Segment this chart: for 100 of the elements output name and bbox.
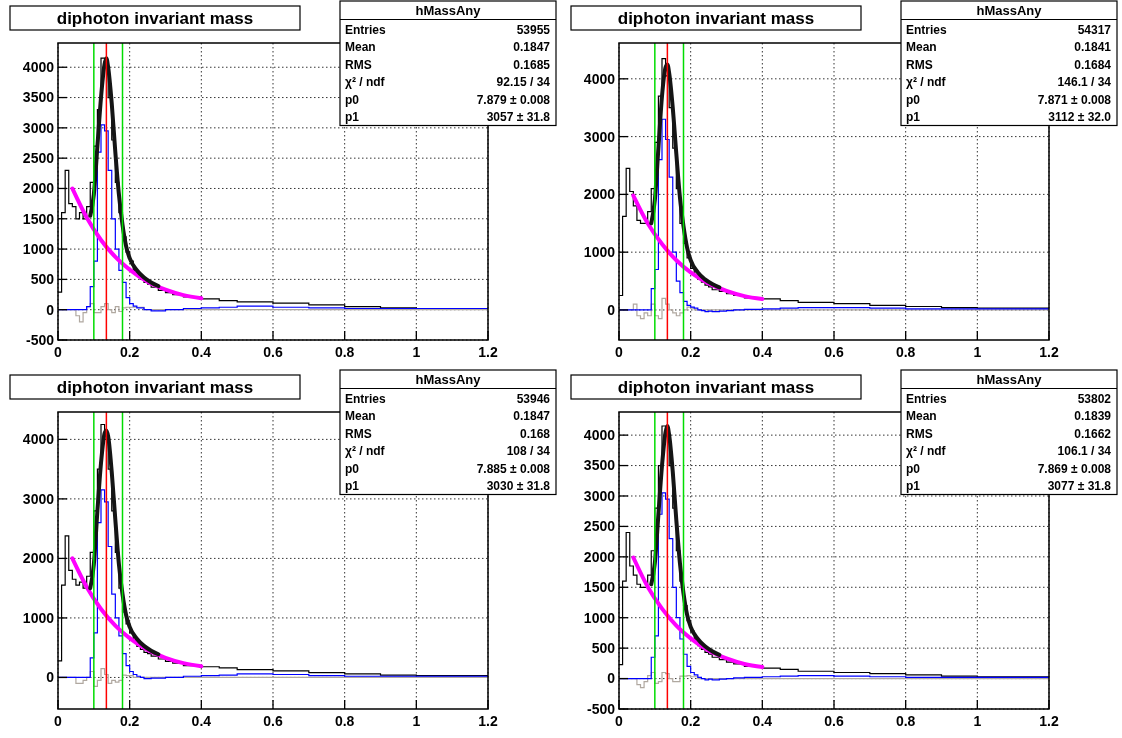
x-tick-label: 1.2: [1039, 344, 1059, 360]
annotation: 3057 ± 31.8: [486, 110, 551, 125]
y-tick-label: 2500: [22, 150, 55, 167]
y-tick-label: 2000: [583, 548, 616, 565]
text: Entries: [345, 22, 387, 37]
x-tick-label: 0.2: [119, 713, 140, 729]
text: 108 / 34: [506, 444, 551, 459]
x-tick-label: 0.8: [895, 713, 916, 729]
y-tick-label: 2000: [22, 180, 55, 197]
annotation: Mean: [345, 40, 376, 55]
chart-title: diphoton invariant mass: [617, 9, 815, 29]
text: hMassAny: [976, 3, 1043, 19]
x-tick-label: 1: [412, 344, 421, 360]
x-tick-label: 0.4: [191, 713, 212, 729]
y-tick-label: 3000: [22, 119, 55, 136]
text: Entries: [345, 391, 387, 406]
x-tick-label: 0.6: [263, 713, 283, 729]
x-tick-label: 1: [412, 713, 421, 729]
annotation: p0: [906, 461, 921, 476]
text: hMassAny: [976, 372, 1043, 388]
y-tick-label: 0: [607, 670, 616, 687]
text: 0.1662: [1074, 426, 1112, 441]
y-tick-label: 1000: [22, 609, 55, 626]
text: 106.1 / 34: [1057, 444, 1112, 459]
text: 54317: [1077, 22, 1112, 37]
x-tick-label: 0.6: [824, 344, 844, 360]
y-tick-label: 3000: [583, 487, 616, 504]
x-tick-label: 0.8: [334, 344, 355, 360]
line-series: [88, 56, 161, 289]
annotation: RMS: [345, 426, 372, 441]
annotation: Mean: [906, 409, 937, 424]
annotation: p1: [345, 479, 360, 494]
x-tick-label: 0.6: [263, 344, 283, 360]
x-tick-label: 0.6: [824, 713, 844, 729]
annotation: p1: [345, 110, 360, 125]
annotation: 3077 ± 31.8: [1047, 479, 1112, 494]
annotation: Mean: [906, 40, 937, 55]
y-tick-label: 4000: [583, 70, 616, 87]
annotation: RMS: [345, 57, 372, 72]
y-tick-label: 1500: [583, 579, 616, 596]
x-tick-label: 1: [973, 344, 982, 360]
y-tick-label: 2500: [583, 518, 616, 535]
y-tick-label: -500: [25, 331, 55, 348]
text: 0.1684: [1074, 57, 1112, 72]
annotation: Mean: [345, 409, 376, 424]
annotation: p1: [906, 479, 921, 494]
annotation: 3112 ± 32.0: [1048, 110, 1112, 125]
y-tick-label: 1000: [583, 609, 616, 626]
text: hMassAny: [415, 3, 482, 19]
text: hMassAny: [415, 372, 482, 388]
x-tick-label: 1.2: [478, 344, 498, 360]
y-tick-label: 500: [30, 271, 55, 288]
y-tick-label: 0: [46, 669, 55, 686]
annotation: p0: [906, 92, 921, 107]
y-tick-label: 4000: [22, 431, 55, 448]
y-tick-label: 3500: [583, 457, 616, 474]
annotation: χ² / ndf: [345, 75, 386, 90]
chart-title: diphoton invariant mass: [56, 378, 254, 398]
annotation: 7.879 ± 0.008: [476, 92, 551, 107]
line-series: [88, 428, 161, 657]
y-tick-label: 1000: [583, 244, 616, 261]
x-tick-label: 1: [973, 713, 982, 729]
x-tick-label: 1.2: [478, 713, 498, 729]
line-series: [649, 424, 722, 657]
annotation: χ² / ndf: [906, 75, 947, 90]
y-tick-label: 2000: [583, 186, 616, 203]
text: 92.15 / 34: [496, 75, 551, 90]
annotation: 7.869 ± 0.008: [1037, 461, 1112, 476]
y-tick-label: 1500: [22, 210, 55, 227]
chart-title: diphoton invariant mass: [617, 378, 815, 398]
annotation: p0: [345, 92, 360, 107]
y-tick-label: 1000: [22, 240, 55, 257]
y-tick-label: 4000: [583, 427, 616, 444]
y-tick-label: -500: [586, 700, 616, 717]
y-tick-label: 500: [591, 640, 616, 657]
text: Entries: [906, 391, 948, 406]
y-tick-label: 4000: [22, 59, 55, 76]
x-tick-label: 0.8: [334, 713, 355, 729]
x-tick-label: 0.2: [119, 344, 140, 360]
text: 0.1841: [1074, 40, 1112, 55]
text: 53802: [1077, 391, 1112, 406]
annotation: 7.885 ± 0.008: [476, 461, 551, 476]
text: 146.1 / 34: [1057, 75, 1112, 90]
line-series: [649, 62, 722, 290]
text: 0.1847: [513, 409, 551, 424]
annotation: p0: [345, 461, 360, 476]
annotation: χ² / ndf: [906, 444, 947, 459]
text: 0.168: [519, 426, 551, 441]
y-tick-label: 0: [46, 301, 55, 318]
x-tick-label: 0.4: [191, 344, 212, 360]
annotation: RMS: [906, 426, 933, 441]
text: 0.1847: [513, 40, 551, 55]
y-tick-label: 2000: [22, 550, 55, 567]
y-tick-label: 0: [607, 301, 616, 318]
y-tick-label: 3000: [22, 490, 55, 507]
annotation: 7.871 ± 0.008: [1037, 92, 1112, 107]
chart-title: diphoton invariant mass: [56, 9, 254, 29]
annotation: p1: [906, 110, 921, 125]
text: 0.1839: [1074, 409, 1112, 424]
x-tick-label: 0.8: [895, 344, 916, 360]
